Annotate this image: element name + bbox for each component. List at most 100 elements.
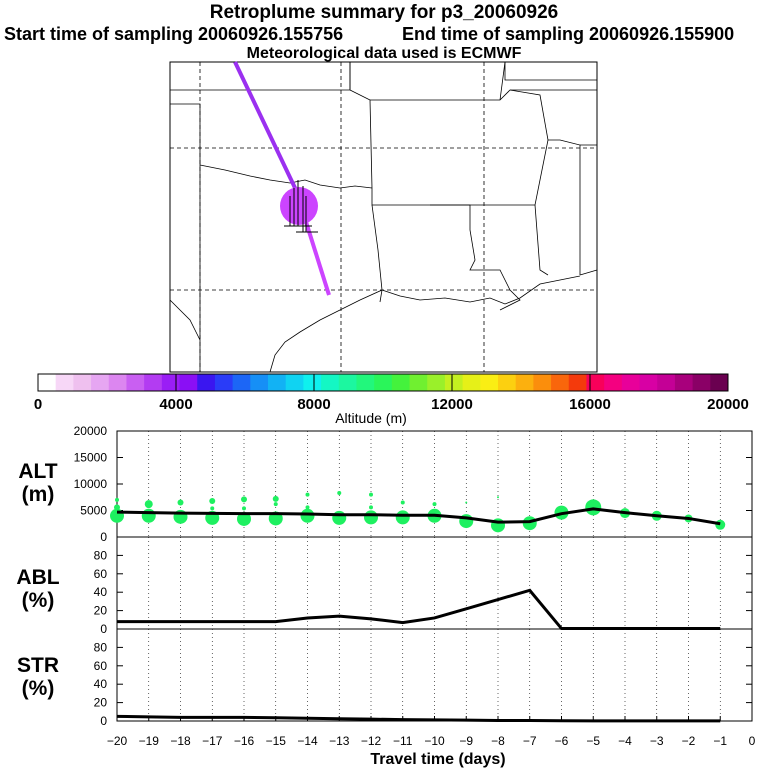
colorbar-swatch (444, 374, 464, 391)
colorbar-tick-label: 4000 (159, 396, 192, 413)
y-tick-label: 60 (94, 567, 108, 581)
colorbar-swatch (179, 374, 198, 391)
colorbar-swatch (250, 374, 269, 391)
colorbar-swatch (409, 374, 428, 391)
colorbar-swatch (657, 374, 676, 391)
plot-title: Retroplume summary for p3_20060926 (209, 2, 559, 23)
colorbar-swatch (232, 374, 251, 391)
x-tick-label: −6 (555, 734, 569, 748)
y-tick-label: 40 (94, 585, 108, 599)
data-point (497, 496, 499, 499)
plume-spike-markers (284, 180, 318, 233)
series-line (117, 588, 721, 631)
abl-panel: 80 60 40 20 0 ABL(%) (16, 536, 753, 636)
colorbar-swatch (621, 374, 641, 391)
data-point (209, 497, 216, 504)
trajectory-path (233, 61, 298, 191)
start-time-label: Start time of sampling 20060926.155756 (4, 24, 344, 44)
colorbar-swatch (285, 374, 304, 391)
data-point (241, 496, 247, 503)
panel-frame (116, 536, 753, 630)
colorbar-tick-label: 0 (34, 396, 42, 413)
data-point (210, 506, 215, 511)
data-point (144, 500, 153, 509)
data-point (272, 495, 279, 502)
colorbar-swatch (38, 374, 57, 391)
altitude-colorbar: 0 4000 8000 12000 16000 20000 (34, 373, 749, 413)
data-point (305, 492, 310, 497)
end-time-label: End time of sampling 20060926.155900 (402, 24, 735, 44)
data-point (141, 508, 156, 523)
colorbar-swatch (108, 374, 127, 391)
x-tick-label: −14 (297, 734, 318, 748)
colorbar-swatch (161, 374, 181, 391)
colorbar-label: Altitude (m) (335, 410, 407, 426)
x-tick-label: −1 (713, 734, 727, 748)
colorbar-swatch (674, 374, 694, 391)
map-frame (169, 61, 598, 373)
met-data-label: Meteorological data used is ECMWF (246, 45, 522, 62)
colorbar-swatch (639, 374, 658, 391)
data-point (115, 497, 119, 502)
y-tick-label: 80 (94, 548, 108, 562)
data-point (715, 519, 726, 530)
x-tick-label: −19 (139, 734, 160, 748)
colorbar-swatch (480, 374, 499, 391)
colorbar-swatch (462, 374, 481, 391)
y-tick-label: 0 (100, 714, 107, 728)
x-tick-label: −5 (586, 734, 600, 748)
colorbar-swatch (126, 374, 145, 391)
colorbar-swatch (586, 374, 605, 391)
colorbar-tick-label: 20000 (707, 396, 749, 413)
panel-ylabel: ALT (18, 460, 57, 483)
colorbar-swatch (268, 374, 287, 391)
colorbar-tick-label: 8000 (297, 396, 330, 413)
x-tick-label: −12 (361, 734, 382, 748)
data-point (237, 511, 251, 526)
data-point (337, 491, 342, 496)
x-tick-label: −13 (329, 734, 350, 748)
panel-ylabel: ABL (16, 566, 59, 589)
colorbar-swatch (338, 374, 357, 391)
colorbar-swatch (604, 374, 623, 391)
x-tick-label: 0 (749, 734, 756, 748)
x-tick-label: −8 (491, 734, 505, 748)
panel-frame (116, 628, 753, 722)
y-tick-label: 0 (100, 622, 107, 636)
colorbar-tick-label: 16000 (569, 396, 611, 413)
panel-ylabel: STR (17, 654, 59, 677)
x-tick-label: −17 (202, 734, 223, 748)
panel-ylabel-unit: (%) (22, 677, 55, 700)
y-tick-label: 20 (94, 696, 108, 710)
colorbar-swatch (356, 374, 375, 391)
colorbar-swatch (391, 374, 411, 391)
data-point (364, 510, 378, 525)
colorbar-swatch (427, 374, 446, 391)
y-tick-label: 60 (94, 659, 108, 673)
mean-altitude-line (116, 507, 721, 526)
str-panel: 80 60 40 20 0 STR(%) (17, 628, 753, 728)
colorbar-swatch (374, 374, 393, 391)
data-point (369, 492, 373, 497)
y-tick-label: 80 (94, 640, 108, 654)
x-tick-label: −3 (650, 734, 664, 748)
y-tick-label: 15000 (74, 451, 108, 465)
y-tick-label: 10000 (74, 477, 108, 491)
data-point (585, 499, 602, 516)
colorbar-swatch (144, 374, 163, 391)
x-tick-label: −20 (107, 734, 128, 748)
x-tick-label: −11 (393, 734, 413, 748)
map-panel (169, 61, 598, 373)
data-point (177, 499, 184, 506)
colorbar-swatch (321, 374, 340, 391)
y-tick-label: 5000 (80, 504, 107, 518)
panel-ylabel-unit: (m) (22, 483, 55, 506)
data-point (242, 506, 246, 511)
x-tick-label: −15 (266, 734, 287, 748)
colorbar-swatch (551, 374, 570, 391)
data-point (522, 516, 537, 531)
colorbar-swatch (710, 374, 729, 391)
colorbar-swatch (692, 374, 711, 391)
colorbar-swatch (197, 374, 216, 391)
colorbar-swatch (568, 374, 587, 391)
